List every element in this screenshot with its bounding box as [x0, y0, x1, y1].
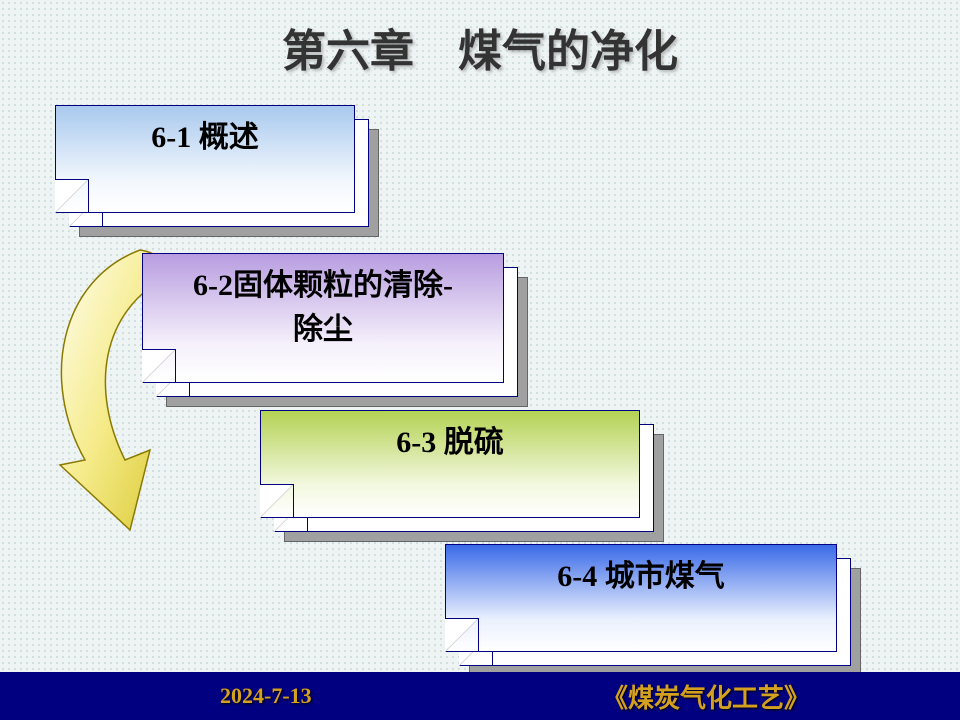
section-card-3: 6-3 脱硫 [260, 410, 668, 546]
card-label-line2: 除尘 [293, 304, 353, 348]
footer-date: 2024-7-13 [220, 683, 312, 709]
card-label: 6-3 脱硫 [396, 417, 504, 461]
card-label: 6-4 城市煤气 [557, 551, 725, 595]
section-card-4: 6-4 城市煤气 [445, 544, 865, 680]
footer-book: 《煤炭气化工艺》 [602, 678, 810, 715]
card-label: 6-2固体颗粒的清除- [193, 260, 453, 304]
slide-title: 第六章 煤气的净化 [282, 15, 678, 79]
card-label: 6-1 概述 [151, 112, 259, 156]
footer-bar: 2024-7-13 《煤炭气化工艺》 [0, 672, 960, 720]
section-card-1: 6-1 概述 [55, 105, 383, 241]
section-card-2: 6-2固体颗粒的清除-除尘 [142, 253, 532, 411]
